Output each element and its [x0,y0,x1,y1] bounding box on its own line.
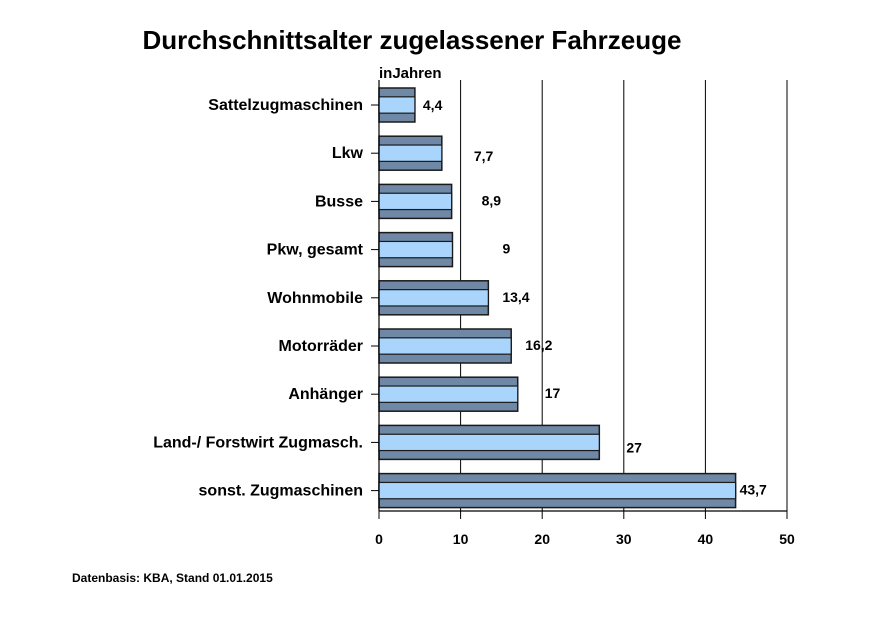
bar-group: 7,7 Lkw [332,135,494,171]
bar-face [378,96,416,114]
value-label: 27 [626,439,642,455]
value-label: 4,4 [423,97,443,113]
bar-face [378,337,512,355]
bar-face [378,433,600,452]
category-label: Anhänger [288,386,363,403]
bar-face [378,144,443,162]
bar-group: 43,7 sonst. Zugmaschinen [199,472,767,509]
value-label: 8,9 [482,192,502,208]
value-label: 16,2 [525,337,552,353]
value-label: 9 [502,241,510,257]
bar-group: 16,2 Motorräder [279,328,553,364]
bar-group: 27 Land-/ Forstwirt Zugmasch. [153,424,642,461]
x-tick-label: 20 [534,531,550,547]
category-label: sonst. Zugmaschinen [199,483,363,500]
bar-group: 8,9 Busse [315,183,502,220]
bar-group: 4,4 Sattelzugmaschinen [208,87,443,123]
bar-face [378,385,519,403]
x-tick-label: 10 [453,531,469,547]
bar-face [378,240,454,259]
category-label: Wohnmobile [267,290,363,307]
value-label: 17 [545,385,561,401]
value-label: 43,7 [740,482,767,498]
category-label: Busse [315,193,363,210]
bar-group: 9 Pkw, gesamt [267,231,510,268]
category-label: Sattelzugmaschinen [208,97,363,114]
bar-face [378,481,737,500]
x-tick-label: 0 [375,531,383,547]
bar-face [378,192,453,211]
value-label: 7,7 [474,148,494,164]
category-label: Lkw [332,145,364,162]
bar-face [378,289,489,307]
unit-label: inJahren [379,65,442,82]
category-label: Motorräder [279,338,363,355]
value-label: 13,4 [502,289,529,305]
category-label: Pkw, gesamt [267,242,364,259]
axes: 0 10 20 30 40 50 [375,80,795,547]
x-tick-label: 40 [698,531,714,547]
bar-group: 17 Anhänger [288,376,561,412]
bar-group: 13,4 Wohnmobile [267,280,530,316]
x-tick-label: 50 [779,531,795,547]
category-label: Land-/ Forstwirt Zugmasch. [153,434,363,451]
bars: 4,4 Sattelzugmaschinen 7,7 Lkw 8,9 Busse 9 Pkw,… [153,87,767,509]
chart-title: Durchschnittsalter zugelassener Fahrzeug… [143,25,682,55]
source-note: Datenbasis: KBA, Stand 01.01.2015 [72,571,273,585]
x-tick-label: 30 [616,531,632,547]
